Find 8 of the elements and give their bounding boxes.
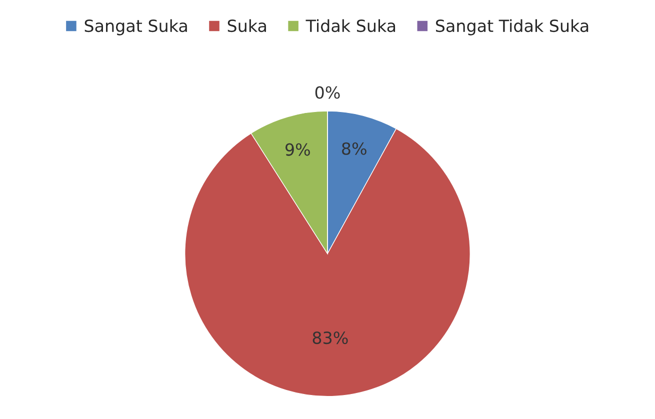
data-label: 8% <box>342 142 366 155</box>
legend-label: Sangat Suka <box>84 19 187 36</box>
legend-label: Tidak Suka <box>306 19 396 32</box>
data-label: 83% <box>312 331 348 344</box>
text: 0% <box>315 86 340 99</box>
legend-label: Suka <box>228 19 266 32</box>
data-label: 9% <box>285 143 310 156</box>
legend-label: Sangat Tidak Suka <box>436 19 588 36</box>
